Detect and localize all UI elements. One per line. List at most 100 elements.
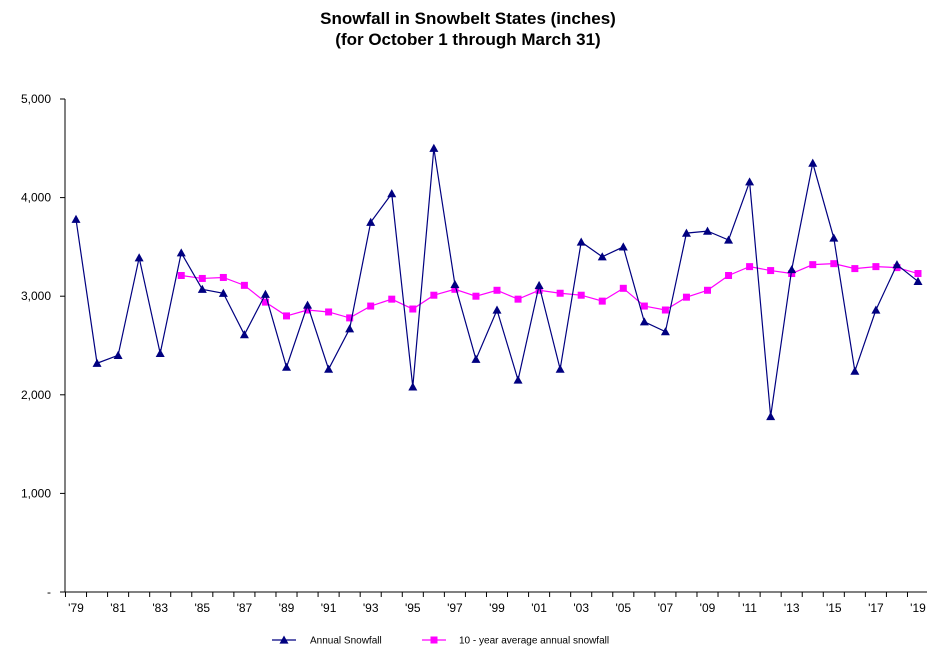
legend-item: 10 - year average annual snowfall — [422, 636, 609, 647]
x-tick-label: '97 — [447, 601, 463, 615]
y-tick-label: 5,000 — [21, 92, 51, 106]
data-point — [345, 324, 355, 333]
data-point — [618, 242, 628, 251]
x-tick-label: '91 — [321, 601, 337, 615]
data-point — [892, 260, 902, 269]
data-point — [745, 177, 755, 186]
data-point — [492, 305, 502, 314]
x-tick-label: '15 — [826, 601, 842, 615]
series-ten-year-average — [177, 260, 922, 322]
x-tick-label: '11 — [742, 601, 757, 615]
x-tick-label: '03 — [573, 601, 589, 615]
chart-title-block: Snowfall in Snowbelt States (inches) (fo… — [0, 8, 936, 50]
data-point — [304, 306, 312, 314]
data-point — [787, 265, 797, 274]
data-point — [283, 312, 290, 320]
data-point — [830, 260, 838, 268]
legend-marker — [430, 636, 438, 644]
data-point — [725, 271, 733, 279]
data-point — [850, 366, 860, 375]
data-point — [471, 354, 481, 363]
chart-axes — [64, 99, 927, 593]
data-point — [871, 305, 881, 314]
data-point — [218, 288, 228, 297]
x-tick-label: '83 — [152, 601, 168, 615]
data-point — [198, 274, 206, 282]
chart-title: Snowfall in Snowbelt States (inches) — [320, 9, 616, 28]
data-point — [514, 295, 522, 303]
data-point — [219, 273, 227, 281]
data-point — [387, 189, 397, 198]
data-point — [829, 233, 839, 242]
data-point — [472, 292, 480, 300]
chart-subtitle: (for October 1 through March 31) — [335, 30, 601, 49]
x-tick-label: '87 — [237, 601, 253, 615]
data-point — [366, 217, 376, 226]
data-point — [556, 289, 564, 297]
data-point — [155, 348, 165, 357]
data-point — [597, 252, 607, 261]
y-tick-label: 4,000 — [21, 191, 51, 205]
data-point — [71, 214, 81, 223]
data-point — [809, 261, 817, 269]
data-point — [913, 276, 923, 286]
data-point — [766, 411, 776, 421]
x-axis-ticks: '79 '81 '83 '85 '87 '89 '91 '93 '95 '97 '99 '01 '03 '… — [64, 592, 926, 615]
data-point — [197, 284, 207, 293]
x-tick-label: '05 — [615, 601, 631, 615]
data-point — [851, 265, 859, 273]
x-tick-label: '81 — [110, 601, 126, 615]
data-point — [767, 267, 775, 275]
data-point — [513, 375, 523, 384]
data-point — [240, 281, 248, 289]
data-point — [704, 286, 711, 294]
y-tick-label: 1,000 — [21, 486, 51, 500]
x-tick-label: '99 — [489, 601, 505, 615]
data-point — [535, 286, 543, 294]
x-tick-label: '85 — [194, 601, 210, 615]
data-point — [493, 286, 501, 294]
data-point — [388, 295, 396, 303]
legend-label: 10 - year average annual snowfall — [459, 636, 609, 647]
data-point — [872, 263, 880, 271]
data-point — [134, 253, 144, 262]
x-tick-label: '79 — [68, 601, 84, 615]
data-point — [176, 248, 186, 257]
series-line — [75, 148, 919, 417]
data-point — [724, 235, 734, 244]
legend-label: Annual Snowfall — [310, 636, 382, 647]
data-point — [619, 284, 627, 292]
x-tick-label: '89 — [279, 601, 295, 615]
legend-marker — [279, 635, 289, 644]
data-point — [282, 362, 291, 371]
series-line — [181, 263, 919, 319]
data-point — [261, 298, 269, 306]
y-tick-label: 2,000 — [21, 388, 51, 402]
data-point — [429, 143, 439, 152]
data-point — [430, 291, 438, 299]
data-point — [303, 300, 313, 309]
data-point — [325, 308, 333, 316]
data-point — [808, 158, 818, 167]
data-point — [577, 291, 585, 299]
data-point — [914, 270, 922, 278]
data-point — [576, 237, 586, 246]
x-tick-label: '13 — [784, 601, 800, 615]
x-tick-label: '93 — [363, 601, 379, 615]
data-point — [640, 302, 648, 310]
data-point — [639, 317, 649, 326]
y-tick-label: - — [47, 585, 51, 599]
data-point — [746, 263, 754, 271]
data-point — [260, 289, 270, 298]
data-point — [324, 364, 334, 373]
data-point — [681, 228, 691, 237]
series-layer — [71, 143, 923, 421]
data-point — [239, 330, 249, 339]
data-point — [450, 279, 460, 288]
x-tick-label: '07 — [658, 601, 674, 615]
chart-legend: Annual Snowfall 10 - year average annual … — [272, 635, 609, 647]
y-tick-label: 3,000 — [21, 289, 51, 303]
y-axis-ticks: - 1,000 2,000 3,000 4,000 5,000 — [21, 92, 65, 599]
data-point — [661, 306, 669, 314]
